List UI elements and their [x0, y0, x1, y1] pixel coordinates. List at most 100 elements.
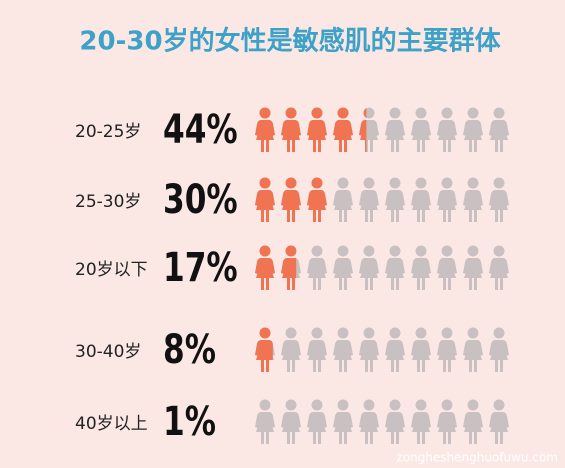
icon-body — [359, 120, 367, 152]
icon-head — [467, 245, 479, 257]
icon-head — [493, 399, 505, 411]
value-label: 30% — [163, 177, 238, 223]
icon-body — [281, 190, 301, 222]
icon-body — [359, 190, 379, 222]
icon-body — [281, 120, 301, 152]
category-label: 20-25岁 — [75, 122, 141, 142]
icon-head — [363, 327, 375, 339]
icon-head — [337, 327, 349, 339]
value-icons — [255, 327, 273, 372]
value-icons — [255, 107, 367, 152]
icon-head — [311, 399, 323, 411]
value-icons — [255, 245, 297, 290]
icon-head — [285, 107, 297, 119]
icon-body — [255, 258, 275, 290]
icon-head — [363, 177, 375, 189]
icon-head — [259, 107, 271, 119]
value-label: 44% — [163, 107, 238, 153]
icon-head — [311, 245, 323, 257]
icon-head — [285, 177, 297, 189]
icon-head — [337, 399, 349, 411]
icon-body — [489, 258, 509, 290]
icon-head — [259, 327, 271, 339]
icon-body — [307, 190, 327, 222]
icon-head — [389, 177, 401, 189]
icon-body — [333, 190, 353, 222]
icon-body — [333, 120, 353, 152]
icon-head — [415, 399, 427, 411]
icon-head — [415, 107, 427, 119]
icon-body — [359, 258, 379, 290]
icon-head — [337, 107, 349, 119]
icon-body — [411, 340, 431, 372]
icon-head — [467, 327, 479, 339]
icon-head — [311, 327, 323, 339]
icon-body — [255, 190, 275, 222]
icon-body — [489, 120, 509, 152]
icon-head — [259, 177, 271, 189]
icon-body — [281, 412, 301, 444]
icon-head — [389, 107, 401, 119]
icon-head — [493, 245, 505, 257]
icon-head — [415, 245, 427, 257]
value-label: 17% — [163, 245, 238, 291]
icon-body — [437, 340, 457, 372]
icon-head — [285, 245, 297, 257]
icon-body — [385, 412, 405, 444]
icon-head — [337, 177, 349, 189]
icon-head — [311, 177, 323, 189]
icon-head — [467, 399, 479, 411]
icon-head — [259, 245, 271, 257]
icon-head — [467, 177, 479, 189]
icon-body — [359, 340, 379, 372]
category-label: 40岁以上 — [75, 414, 148, 434]
icon-body — [281, 340, 301, 372]
icon-head — [259, 399, 271, 411]
icon-head — [415, 177, 427, 189]
icon-body — [333, 412, 353, 444]
icon-body — [489, 412, 509, 444]
icon-head — [389, 245, 401, 257]
value-icons — [255, 177, 327, 222]
value-label: 8% — [163, 327, 216, 373]
icon-head — [441, 245, 453, 257]
icon-body — [489, 340, 509, 372]
chart-title: 20-30岁的女性是敏感肌的主要群体 — [79, 26, 501, 57]
icon-head — [441, 177, 453, 189]
icon-body — [281, 258, 297, 290]
icon-body — [333, 258, 353, 290]
icon-body — [307, 120, 327, 152]
icon-body — [437, 258, 457, 290]
icon-body — [411, 120, 431, 152]
icon-head — [363, 399, 375, 411]
rest-icons — [255, 399, 509, 444]
icon-head — [285, 327, 297, 339]
icon-body — [385, 190, 405, 222]
icon-head — [493, 177, 505, 189]
icon-head — [493, 327, 505, 339]
icon-head — [311, 107, 323, 119]
icon-body — [307, 412, 327, 444]
icon-body — [411, 412, 431, 444]
icon-body — [437, 120, 457, 152]
category-label: 30-40岁 — [75, 342, 141, 362]
icon-head — [441, 107, 453, 119]
watermark: zongheshenghuofuwu.com — [396, 451, 558, 465]
icon-body — [411, 258, 431, 290]
icon-body — [307, 340, 327, 372]
icon-body — [307, 258, 327, 290]
icon-body — [437, 190, 457, 222]
category-label: 20岁以下 — [75, 260, 148, 280]
icon-body — [255, 340, 273, 372]
icon-head — [389, 327, 401, 339]
icon-head — [285, 399, 297, 411]
icon-body — [463, 258, 483, 290]
icon-body — [385, 120, 405, 152]
icon-body — [333, 340, 353, 372]
icon-body — [255, 120, 275, 152]
value-label: 1% — [163, 399, 216, 445]
icon-head — [337, 245, 349, 257]
icon-head — [467, 107, 479, 119]
icon-head — [363, 108, 367, 118]
